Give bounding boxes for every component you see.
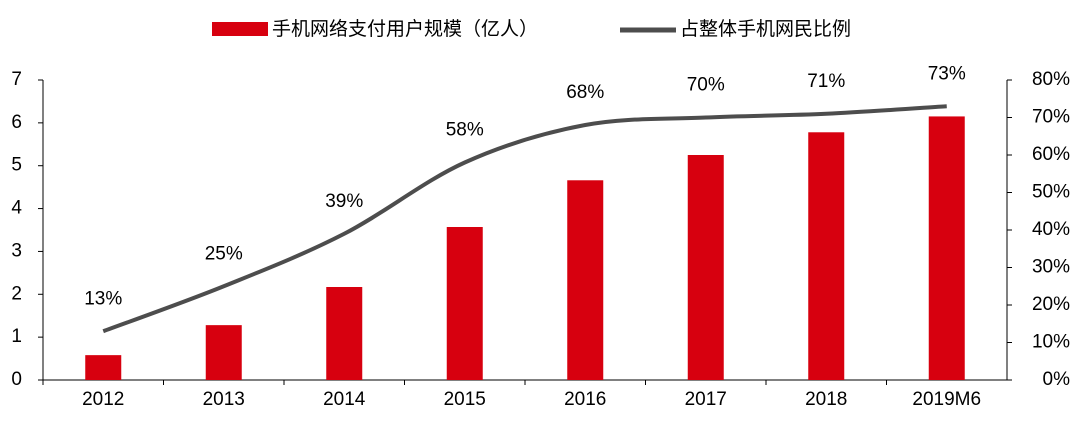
bar <box>928 116 965 380</box>
data-label: 58% <box>446 120 484 141</box>
y-tick-label: 3 <box>11 240 22 261</box>
y2-tick-label: 70% <box>1032 107 1070 128</box>
y-tick-label: 5 <box>11 155 22 176</box>
bar <box>567 180 604 380</box>
data-label: 70% <box>687 75 725 96</box>
data-label: 25% <box>205 243 243 264</box>
y2-tick-label: 60% <box>1032 144 1070 165</box>
x-tick-label: 2012 <box>82 389 124 410</box>
bar <box>808 132 845 380</box>
line <box>102 104 947 334</box>
y-tick-label: 7 <box>11 69 22 90</box>
y-tick-label: 4 <box>11 198 22 219</box>
x-tick-label: 2019M6 <box>912 389 981 410</box>
y2-tick-label: 30% <box>1032 257 1070 278</box>
y-tick-label: 1 <box>11 326 22 347</box>
data-label: 71% <box>807 71 845 92</box>
y2-tick-label: 80% <box>1032 69 1070 90</box>
data-label: 68% <box>566 82 604 103</box>
y2-tick-label: 40% <box>1032 219 1070 240</box>
y2-tick-label: 20% <box>1032 294 1070 315</box>
y2-tick-label: 50% <box>1032 182 1070 203</box>
bar <box>85 355 122 380</box>
data-label: 39% <box>325 191 363 212</box>
y2-tick-label: 10% <box>1032 332 1070 353</box>
x-tick-label: 2018 <box>805 389 847 410</box>
legend-label: 手机网络支付用户规模（亿人） <box>272 18 538 40</box>
y-tick-label: 2 <box>11 283 22 304</box>
data-label: 13% <box>84 288 122 309</box>
x-tick-label: 2014 <box>323 389 366 410</box>
y-tick-label: 6 <box>11 112 22 133</box>
x-tick-label: 2015 <box>444 389 486 410</box>
bar <box>205 325 242 380</box>
legend-label: 占整体手机网民比例 <box>680 18 851 40</box>
x-tick-label: 2016 <box>564 389 606 410</box>
y2-tick-label: 0% <box>1043 369 1071 390</box>
data-label: 73% <box>928 63 966 84</box>
x-tick-label: 2013 <box>203 389 245 410</box>
legend-swatch <box>212 22 268 36</box>
bar <box>326 287 363 380</box>
y-tick-label: 0 <box>11 369 22 390</box>
bar <box>687 155 724 380</box>
x-tick-label: 2017 <box>685 389 727 410</box>
bar <box>446 227 483 380</box>
